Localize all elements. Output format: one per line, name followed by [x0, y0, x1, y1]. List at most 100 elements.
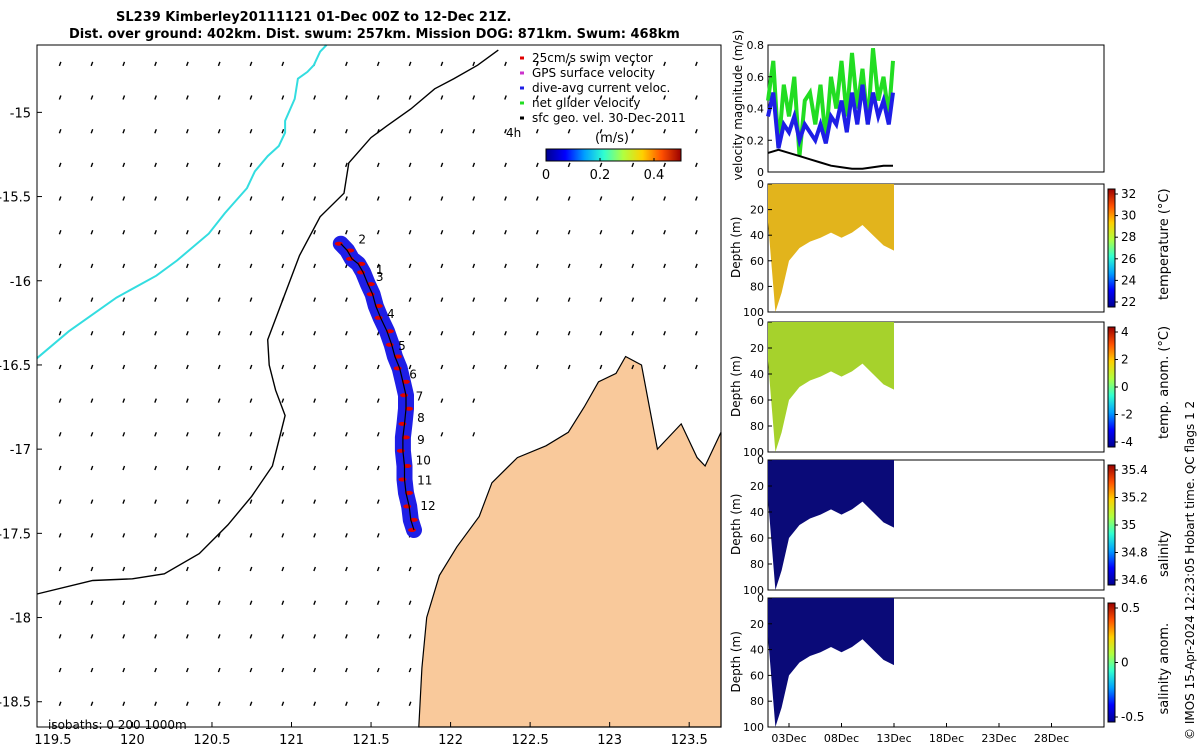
sfc-velocity-arrow: [217, 465, 221, 471]
time-tick-label: 03Dec: [771, 732, 806, 745]
sfc-velocity-arrow: [185, 331, 189, 336]
sfc-velocity-arrow: [122, 465, 126, 471]
sfc-velocity-arrow: [58, 600, 62, 605]
sfc-velocity-arrow: [58, 297, 62, 302]
sfc-velocity-arrow: [345, 634, 348, 639]
sfc-velocity-arrow: [281, 398, 285, 403]
sfc-velocity-arrow: [504, 128, 507, 134]
sfc-velocity-arrow: [122, 701, 126, 706]
swim-vector-marker: [403, 504, 412, 509]
isobath-line: [36, 44, 328, 359]
section-colorbar-tick-label: -0.5: [1121, 710, 1144, 724]
sfc-velocity-arrow: [58, 162, 62, 168]
sfc-velocity-arrow: [663, 95, 666, 100]
sfc-velocity-arrow: [185, 95, 189, 100]
sfc-velocity-arrow: [408, 229, 412, 235]
section-ytick-label: 60: [750, 394, 764, 407]
sfc-velocity-arrow: [185, 533, 189, 538]
time-tick-label: 18Dec: [929, 732, 964, 745]
sfc-velocity-arrow: [154, 95, 157, 100]
sfc-velocity-arrow: [122, 95, 126, 100]
sfc-velocity-arrow: [631, 61, 635, 67]
sfc-velocity-arrow: [663, 331, 666, 336]
section-ylabel: Depth (m): [729, 631, 743, 692]
sfc-velocity-arrow: [281, 634, 285, 639]
sfc-velocity-arrow: [249, 667, 253, 673]
swim-vector-marker: [401, 379, 410, 384]
track-day-label: 7: [416, 389, 424, 403]
sfc-velocity-arrow: [345, 95, 348, 100]
sfc-velocity-arrow: [154, 297, 157, 302]
sfc-velocity-arrow: [440, 229, 444, 235]
sfc-velocity-arrow: [90, 162, 94, 168]
sfc-velocity-arrow: [313, 533, 317, 538]
sfc-velocity-arrow: [281, 229, 285, 235]
track-day-label: 10: [416, 453, 431, 467]
sfc-velocity-arrow: [631, 229, 635, 235]
swim-vector-marker: [396, 448, 405, 453]
sfc-velocity-arrow: [58, 566, 62, 572]
sfc-velocity-arrow: [90, 229, 94, 235]
sfc-velocity-arrow: [154, 566, 157, 572]
section-colorbar-tick-label: 0: [1121, 380, 1129, 394]
sfc-velocity-arrow: [376, 162, 380, 168]
sfc-velocity-arrow: [281, 600, 285, 605]
sfc-velocity-arrow: [90, 95, 94, 100]
sfc-velocity-arrow: [217, 566, 221, 572]
time-tick-label: 23Dec: [981, 732, 1016, 745]
sfc-velocity-arrow: [154, 128, 157, 134]
sfc-velocity-arrow: [313, 95, 317, 100]
sfc-velocity-arrow: [313, 465, 317, 471]
sfc-velocity-arrow: [408, 263, 412, 269]
sfc-velocity-arrow: [249, 297, 253, 302]
sfc-velocity-arrow: [535, 364, 539, 370]
sfc-velocity-arrow: [249, 499, 253, 504]
sfc-velocity-arrow: [694, 61, 698, 67]
section-colorbar: [1107, 326, 1116, 448]
section-colorbar-label: temperature (°C): [1157, 188, 1172, 300]
sfc-velocity-arrow: [535, 229, 539, 235]
section-colorbar-label: temp. anom. (°C): [1157, 326, 1172, 439]
sfc-velocity-field: [58, 61, 698, 706]
legend-entry: 25cm/s swim vector: [532, 51, 653, 65]
sfc-velocity-arrow: [440, 263, 444, 269]
sfc-velocity-arrow: [472, 297, 476, 302]
sfc-velocity-arrow: [631, 331, 635, 336]
sfc-velocity-arrow: [122, 196, 126, 201]
sfc-velocity-arrow: [217, 263, 221, 269]
sfc-velocity-arrow: [281, 667, 285, 673]
sfc-velocity-arrow: [154, 61, 157, 67]
section-ytick-label: 40: [750, 506, 764, 519]
sfc-velocity-arrow: [281, 364, 285, 370]
sfc-velocity-arrow: [122, 331, 126, 336]
section-ytick-label: 40: [750, 368, 764, 381]
sfc-velocity-arrow: [694, 128, 698, 134]
section-ytick-label: 80: [750, 280, 764, 293]
sfc-velocity-arrow: [58, 229, 62, 235]
figure-title-line2: Dist. over ground: 402km. Dist. swum: 25…: [69, 27, 680, 42]
swim-vector-marker: [405, 406, 414, 411]
sfc-velocity-arrow: [345, 533, 348, 538]
sfc-velocity-arrow: [217, 667, 221, 673]
sfc-velocity-arrow: [313, 398, 317, 403]
sfc-velocity-arrow: [185, 600, 189, 605]
sfc-velocity-arrow: [313, 331, 317, 336]
section-ytick-label: 100: [743, 721, 764, 734]
track-day-label: 1: [376, 263, 384, 277]
sfc-velocity-arrow: [472, 95, 476, 100]
sfc-velocity-arrow: [185, 667, 189, 673]
sfc-velocity-arrow: [408, 162, 412, 168]
sfc-velocity-arrow: [122, 128, 126, 134]
sfc-velocity-arrow: [567, 331, 571, 336]
section-ylabel: Depth (m): [729, 217, 743, 278]
sfc-velocity-arrow: [249, 634, 253, 639]
section-ytick-label: 0: [757, 178, 764, 191]
sfc-velocity-arrow: [599, 364, 603, 370]
sfc-velocity-arrow: [58, 667, 62, 673]
sfc-velocity-arrow: [345, 229, 348, 235]
sfc-velocity-arrow: [631, 128, 635, 134]
sfc-velocity-arrow: [249, 566, 253, 572]
velocity-ytick-label: 0.4: [747, 103, 765, 116]
sfc-velocity-arrow: [440, 297, 444, 302]
